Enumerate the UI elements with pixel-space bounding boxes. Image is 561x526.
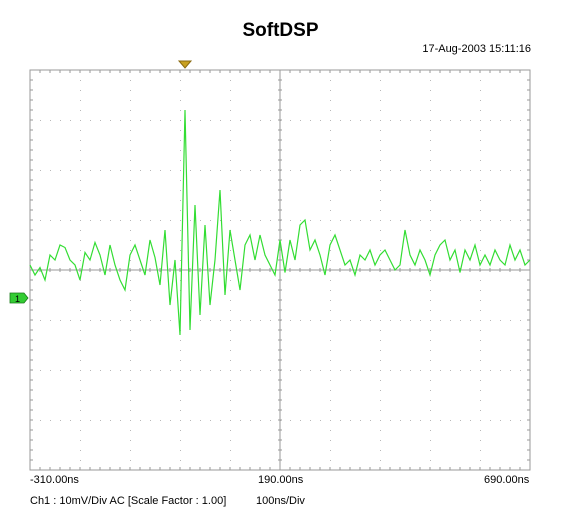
channel-settings-status: Ch1 : 10mV/Div AC [Scale Factor : 1.00] xyxy=(30,495,227,507)
timebase-status: 100ns/Div xyxy=(256,495,305,507)
axis-ticks xyxy=(29,69,531,471)
ch1-waveform-trace xyxy=(29,109,531,336)
channel-1-ground-marker[interactable]: 1 xyxy=(9,292,29,304)
x-axis-center-label: 190.00ns xyxy=(258,474,304,486)
x-axis-right-label: 690.00ns xyxy=(484,474,530,486)
x-axis-left-label: -310.00ns xyxy=(30,474,79,486)
trigger-position-icon xyxy=(177,60,193,69)
capture-timestamp: 17-Aug-2003 15:11:16 xyxy=(422,43,531,55)
channel-1-label: 1 xyxy=(15,294,20,304)
app-title: SoftDSP xyxy=(242,20,319,41)
